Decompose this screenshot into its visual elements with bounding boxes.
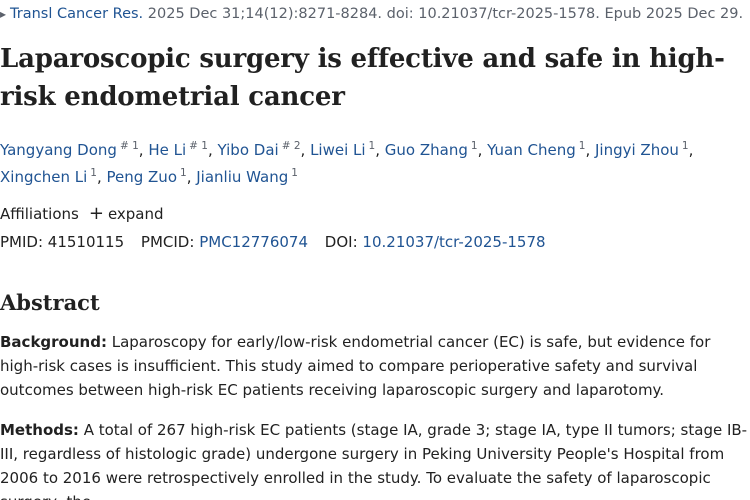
expand-label: expand bbox=[107, 205, 164, 223]
author-item: Yangyang Dong # 1 bbox=[0, 140, 139, 159]
author-name-link[interactable]: Peng Zuo bbox=[106, 168, 178, 186]
author-name-link[interactable]: Yuan Cheng bbox=[487, 141, 576, 159]
pmcid-label: PMCID: bbox=[140, 233, 195, 251]
author-separator: , bbox=[585, 141, 595, 159]
author-item: Xingchen Li 1 bbox=[0, 167, 97, 186]
citation-details: 2025 Dec 31;14(12):8271-8284. doi: 10.21… bbox=[143, 6, 744, 22]
abstract-heading: Abstract bbox=[0, 290, 100, 315]
author-affiliation-marker[interactable]: 1 bbox=[470, 140, 478, 152]
author-item: Jianliu Wang 1 bbox=[196, 167, 298, 186]
doi-link[interactable]: 10.21037/tcr-2025-1578 bbox=[362, 233, 546, 251]
author-separator: , bbox=[96, 168, 107, 186]
plus-icon: + bbox=[88, 203, 104, 224]
author-separator: , bbox=[477, 141, 488, 159]
article-title: Laparoscopic surgery is effective and sa… bbox=[0, 44, 725, 112]
pmid: PMID: 41510115 bbox=[0, 233, 125, 251]
author-name-link[interactable]: Yangyang Dong bbox=[0, 141, 117, 159]
author-separator: , bbox=[300, 141, 311, 159]
author-item: Yibo Dai # 2 bbox=[217, 140, 301, 159]
author-separator: , bbox=[688, 141, 694, 159]
author-affiliation-marker[interactable]: # 1 bbox=[189, 140, 208, 152]
author-item: Jingyi Zhou 1 bbox=[595, 140, 689, 159]
author-item: Yuan Cheng 1 bbox=[487, 140, 586, 159]
author-separator: , bbox=[375, 141, 385, 159]
doi-label: DOI: bbox=[324, 233, 358, 251]
affiliations-label: Affiliations bbox=[0, 205, 79, 223]
author-affiliation-marker[interactable]: # 1 bbox=[119, 140, 139, 152]
author-name-link[interactable]: He Li bbox=[148, 141, 187, 159]
background-label: Background: bbox=[0, 333, 107, 351]
author-item: Liwei Li 1 bbox=[310, 140, 376, 159]
author-item: He Li # 1 bbox=[148, 140, 208, 159]
background-text: Laparoscopy for early/low-risk endometri… bbox=[0, 333, 711, 399]
author-name-link[interactable]: Guo Zhang bbox=[384, 141, 468, 159]
affiliations-expand-button[interactable]: + expand bbox=[89, 203, 164, 225]
author-affiliation-marker[interactable]: # 2 bbox=[281, 140, 301, 152]
author-name-link[interactable]: Yibo Dai bbox=[217, 141, 279, 159]
author-separator: , bbox=[186, 168, 197, 186]
journal-link[interactable]: Transl Cancer Res. bbox=[10, 6, 144, 22]
author-name-link[interactable]: Liwei Li bbox=[310, 141, 366, 159]
author-affiliation-marker[interactable]: 1 bbox=[368, 140, 376, 152]
affiliations-row: Affiliations + expand bbox=[0, 203, 164, 225]
author-separator: , bbox=[207, 141, 218, 159]
author-affiliation-marker[interactable]: 1 bbox=[90, 167, 97, 179]
abstract-methods: Methods: A total of 267 high-risk EC pat… bbox=[0, 418, 748, 500]
author-item: Peng Zuo 1 bbox=[106, 167, 187, 186]
expand-arrow-icon[interactable]: ▸ bbox=[0, 7, 7, 21]
citation-line: ▸ Transl Cancer Res. 2025 Dec 31;14(12):8… bbox=[0, 4, 750, 24]
author-name-link[interactable]: Jingyi Zhou bbox=[595, 141, 679, 159]
author-separator: , bbox=[138, 141, 149, 159]
methods-label: Methods: bbox=[0, 421, 79, 439]
author-affiliation-marker[interactable]: 1 bbox=[291, 167, 298, 179]
author-list: Yangyang Dong # 1, He Li # 1, Yibo Dai # 2,… bbox=[0, 138, 750, 192]
author-affiliation-marker[interactable]: 1 bbox=[578, 140, 586, 152]
identifiers-row: PMID: 41510115 PMCID: PMC12776074 DOI: 1… bbox=[0, 231, 546, 253]
pmcid-link[interactable]: PMC12776074 bbox=[199, 233, 309, 251]
author-affiliation-marker[interactable]: 1 bbox=[180, 167, 187, 179]
author-item: Guo Zhang 1 bbox=[384, 140, 478, 159]
abstract-background: Background: Laparoscopy for early/low-ri… bbox=[0, 330, 748, 402]
methods-text: A total of 267 high-risk EC patients (st… bbox=[0, 421, 748, 500]
author-affiliation-marker[interactable]: 1 bbox=[681, 140, 689, 152]
author-name-link[interactable]: Jianliu Wang bbox=[196, 168, 289, 186]
author-name-link[interactable]: Xingchen Li bbox=[0, 168, 88, 186]
